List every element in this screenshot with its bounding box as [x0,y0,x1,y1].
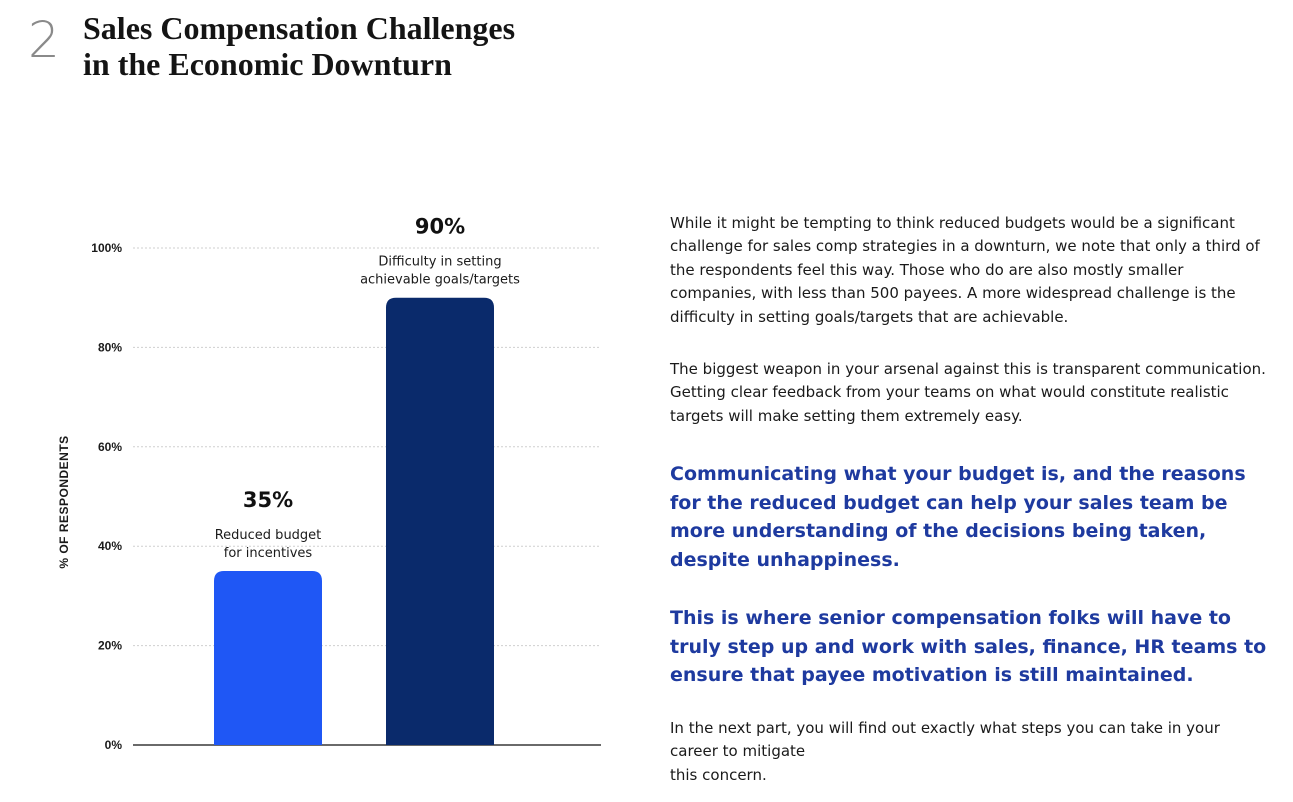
page-title: Sales Compensation Challenges in the Eco… [83,10,603,82]
paragraph-next-part-line-2: this concern. [670,765,767,784]
bar-chart: 0% 20% 40% 60% 80% 100% Reduced budget for ince… [0,0,640,802]
bar-2-category-label-line-2: achievable goals/targets [360,273,520,288]
y-tick-label-60: 60% [98,440,122,454]
paragraph-transparent-communication: The biggest weapon in your arsenal again… [670,360,1266,425]
y-tick-label-80: 80% [98,340,122,354]
bar-1-value-label: 35% [243,488,293,512]
y-tick-label-0: 0% [105,738,123,752]
y-tick-label-40: 40% [98,539,122,553]
y-tick-label-20: 20% [98,639,122,653]
callout-senior-compensation: This is where senior compensation folks … [670,607,1267,686]
y-tick-label-100: 100% [91,241,122,255]
bar-2-category-label-line-1: Difficulty in setting [378,255,501,270]
bar-1-category-label-line-2: for incentives [224,546,313,561]
bar-2 [386,297,494,745]
page-title-line-2: in the Economic Downturn [83,46,452,82]
bar-2-value-label: 90% [415,215,465,239]
paragraph-next-part-line-1: In the next part, you will find out exac… [670,719,1220,761]
section-number: 2 [28,11,60,69]
page-title-line-1: Sales Compensation Challenges [83,10,516,46]
callout-communicate-budget: Communicating what your budget is, and t… [670,463,1246,571]
paragraph-budget-challenge: While it might be tempting to think redu… [670,214,1260,326]
y-axis-label: % OF RESPONDENTS [57,435,71,569]
bar-chart-svg: 0% 20% 40% 60% 80% 100% Reduced budget for ince… [91,215,601,752]
bar-1 [214,571,322,745]
bar-1-category-label-line-1: Reduced budget [215,528,322,543]
paragraph-next-part: In the next part, you will find out exac… [670,717,1270,787]
